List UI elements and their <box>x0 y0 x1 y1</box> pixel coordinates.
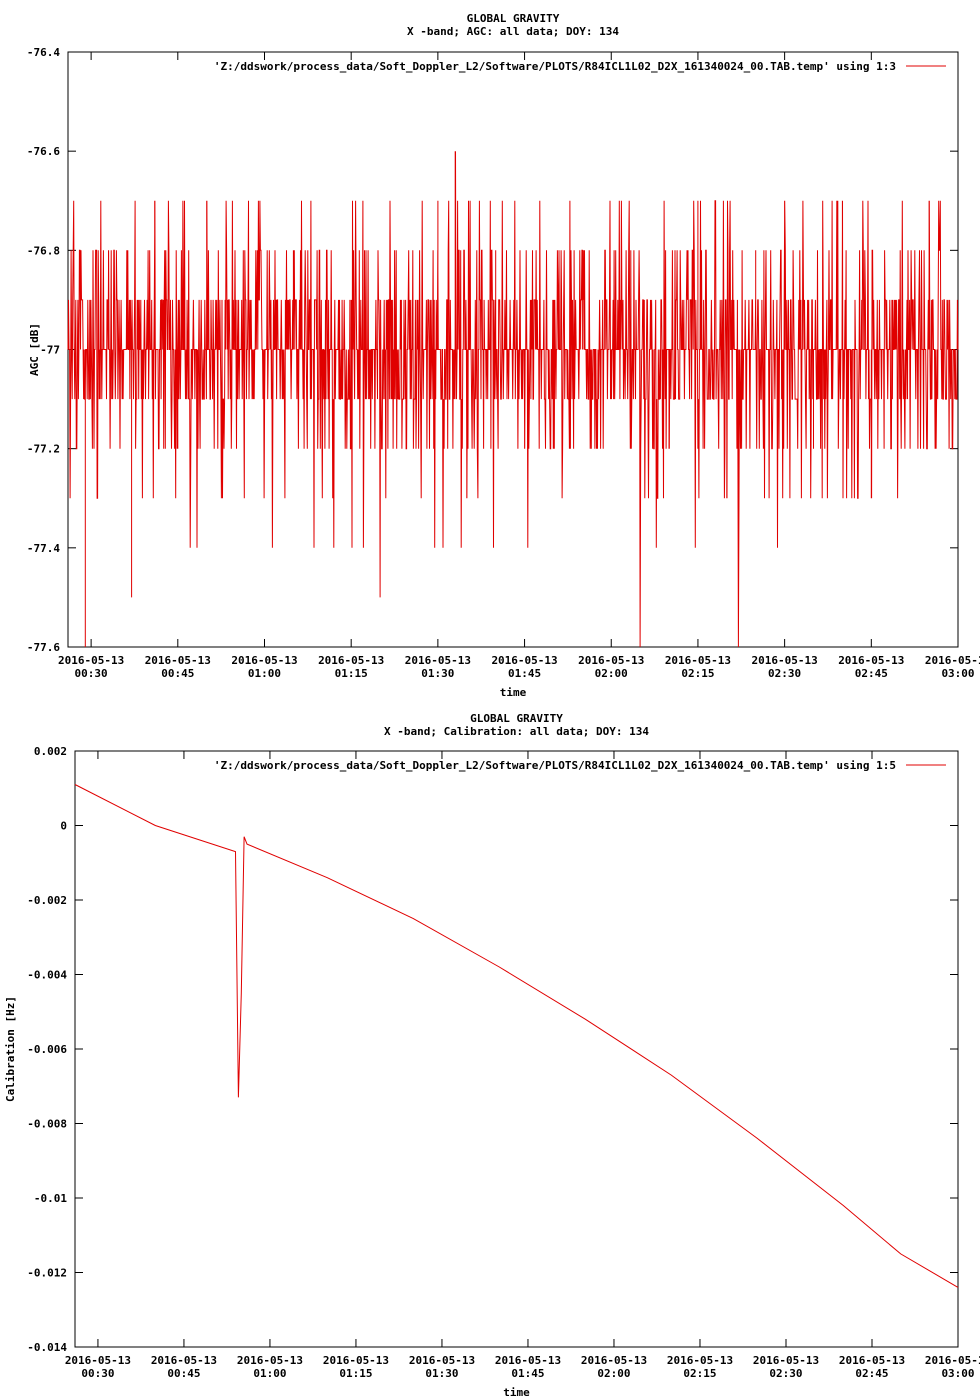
x-tick-date: 2016-05-13 <box>318 654 384 667</box>
plot-frame <box>74 750 959 1348</box>
x-tick-date: 2016-05-13 <box>151 1354 217 1367</box>
x-tick-time: 02:15 <box>681 667 714 680</box>
chart-subtitle: X -band; Calibration: all data; DOY: 134 <box>384 725 649 738</box>
y-tick-label: 0 <box>60 820 67 833</box>
chart-subtitle: X -band; AGC: all data; DOY: 134 <box>407 25 619 38</box>
x-tick-time: 00:45 <box>167 1367 200 1380</box>
x-tick-date: 2016-05-13 <box>495 1354 561 1367</box>
y-tick-label: -77.6 <box>27 641 60 654</box>
x-tick-time: 00:30 <box>75 667 108 680</box>
x-tick-time: 03:00 <box>941 667 974 680</box>
x-axis-label: time <box>500 686 527 699</box>
x-tick-time: 02:45 <box>855 1367 888 1380</box>
x-tick-date: 2016-05-13 <box>667 1354 733 1367</box>
x-tick-time: 02:00 <box>597 1367 630 1380</box>
x-tick-time: 01:00 <box>248 667 281 680</box>
x-tick-date: 2016-05-13 <box>581 1354 647 1367</box>
chart-title: GLOBAL GRAVITY <box>467 12 560 25</box>
y-tick-label: -0.004 <box>27 969 67 982</box>
x-tick-time: 01:30 <box>425 1367 458 1380</box>
x-tick-date: 2016-05-13 <box>409 1354 475 1367</box>
x-tick-time: 02:45 <box>855 667 888 680</box>
y-tick-label: -76.4 <box>27 46 60 59</box>
legend-label: 'Z:/ddswork/process_data/Soft_Doppler_L2… <box>214 60 896 73</box>
y-axis-label: Calibration [Hz] <box>4 996 17 1102</box>
x-tick-date: 2016-05-13 <box>578 654 644 667</box>
x-tick-date: 2016-05-13 <box>925 654 980 667</box>
x-tick-date: 2016-05-13 <box>838 654 904 667</box>
x-tick-date: 2016-05-13 <box>145 654 211 667</box>
series-line <box>74 784 959 1288</box>
x-tick-time: 00:45 <box>161 667 194 680</box>
y-tick-label: -0.01 <box>34 1192 67 1205</box>
x-tick-time: 03:00 <box>941 1367 974 1380</box>
x-tick-time: 02:30 <box>769 1367 802 1380</box>
x-tick-time: 02:00 <box>595 667 628 680</box>
y-tick-label: -0.014 <box>27 1341 67 1354</box>
x-tick-date: 2016-05-13 <box>231 654 297 667</box>
x-tick-time: 01:15 <box>339 1367 372 1380</box>
y-tick-label: -76.6 <box>27 145 60 158</box>
x-tick-date: 2016-05-13 <box>65 1354 131 1367</box>
x-tick-time: 01:45 <box>508 667 541 680</box>
x-tick-date: 2016-05-13 <box>491 654 557 667</box>
x-tick-date: 2016-05-13 <box>405 654 471 667</box>
x-tick-time: 01:45 <box>511 1367 544 1380</box>
x-tick-date: 2016-05-13 <box>665 654 731 667</box>
y-tick-label: -0.002 <box>27 894 67 907</box>
x-axis-label: time <box>503 1386 530 1399</box>
y-tick-label: -0.012 <box>27 1267 67 1280</box>
x-tick-date: 2016-05-13 <box>237 1354 303 1367</box>
x-tick-date: 2016-05-13 <box>752 654 818 667</box>
y-tick-label: -77 <box>40 344 60 357</box>
x-tick-time: 00:30 <box>81 1367 114 1380</box>
series-line <box>67 151 959 648</box>
y-tick-label: -76.8 <box>27 244 60 257</box>
legend-label: 'Z:/ddswork/process_data/Soft_Doppler_L2… <box>214 759 896 772</box>
x-tick-date: 2016-05-13 <box>925 1354 980 1367</box>
x-tick-date: 2016-05-13 <box>753 1354 819 1367</box>
x-tick-date: 2016-05-13 <box>58 654 124 667</box>
chart-title: GLOBAL GRAVITY <box>470 712 563 725</box>
x-tick-time: 01:00 <box>253 1367 286 1380</box>
y-tick-label: -0.008 <box>27 1118 67 1131</box>
y-tick-label: -0.006 <box>27 1043 67 1056</box>
x-tick-date: 2016-05-13 <box>323 1354 389 1367</box>
x-tick-time: 02:30 <box>768 667 801 680</box>
y-axis-label: AGC [dB] <box>28 323 41 376</box>
y-tick-label: -77.2 <box>27 443 60 456</box>
x-tick-time: 01:15 <box>335 667 368 680</box>
x-tick-date: 2016-05-13 <box>839 1354 905 1367</box>
y-tick-label: 0.002 <box>34 745 67 758</box>
x-tick-time: 01:30 <box>421 667 454 680</box>
x-tick-time: 02:15 <box>683 1367 716 1380</box>
y-tick-label: -77.4 <box>27 542 60 555</box>
